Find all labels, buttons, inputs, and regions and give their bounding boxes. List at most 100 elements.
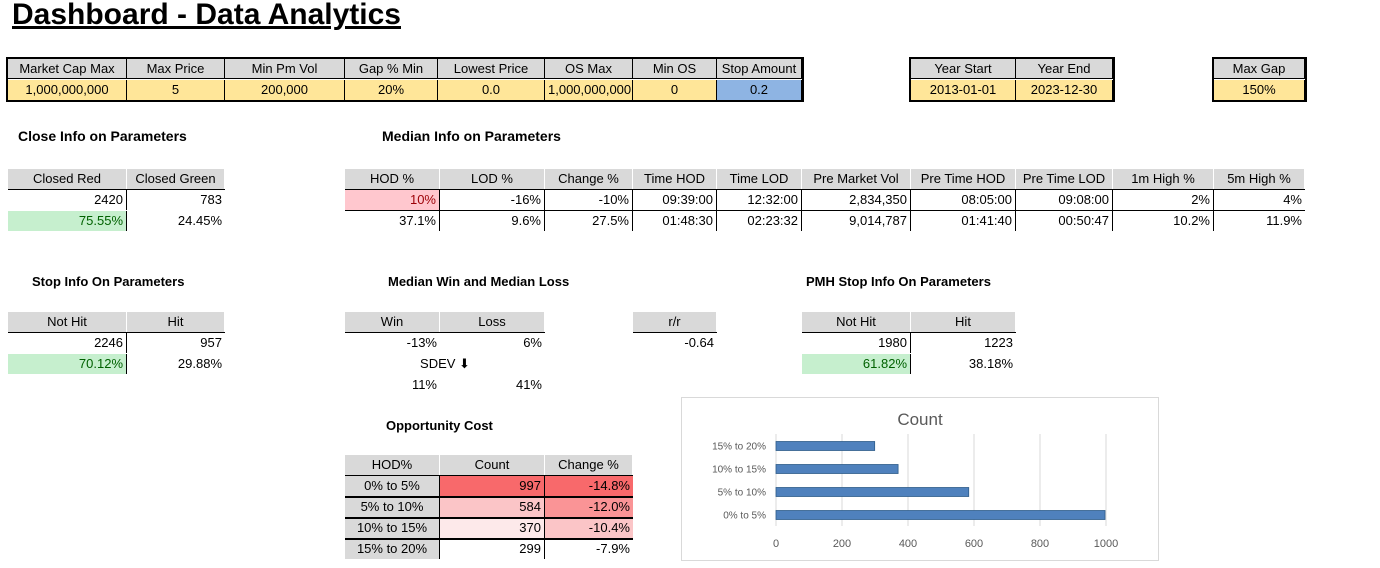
median-info-cell[interactable]: 10.2% — [1113, 211, 1214, 231]
median-info-cell[interactable]: 37.1% — [345, 211, 440, 231]
close-info-cell[interactable]: 783 — [200, 192, 222, 207]
opportunity-cell[interactable]: 0% to 5% — [345, 476, 440, 496]
close-info-cell[interactable]: 75.55% — [8, 211, 127, 231]
opportunity-header[interactable]: Change % — [545, 455, 633, 475]
pmh-stop-header[interactable]: Not Hit — [802, 312, 911, 332]
pmh-stop-cell[interactable]: 38.18% — [968, 356, 1013, 371]
stop-info-header[interactable]: Not Hit — [8, 312, 127, 332]
close-info-cell[interactable]: 24.45% — [177, 213, 222, 228]
param-value[interactable]: 0 — [633, 80, 717, 100]
param-value[interactable]: 1,000,000,000 — [8, 80, 127, 100]
median-info-cell[interactable]: 02:23:32 — [717, 211, 802, 231]
max-gap-header[interactable]: Max Gap — [1214, 59, 1305, 79]
median-info-cell[interactable]: 00:50:47 — [1016, 211, 1113, 231]
opportunity-cell[interactable]: 584 — [440, 497, 545, 517]
median-info-header[interactable]: Time LOD — [717, 169, 802, 189]
median-info-cell[interactable]: 2% — [1113, 190, 1214, 210]
median-info-cell[interactable]: 4% — [1283, 192, 1302, 207]
opportunity-header[interactable]: HOD% — [345, 455, 440, 475]
opportunity-cell[interactable]: -12.0% — [545, 497, 633, 517]
close-info-cell[interactable]: 2420 — [8, 190, 127, 210]
median-info-header[interactable]: 5m High % — [1214, 169, 1305, 189]
chart-title: Count — [897, 410, 943, 429]
win-loss-header[interactable]: Win — [345, 312, 440, 332]
median-info-cell[interactable]: 27.5% — [545, 211, 633, 231]
median-info-header[interactable]: Pre Time LOD — [1016, 169, 1113, 189]
param-header[interactable]: Min Pm Vol — [225, 59, 345, 79]
median-info-header[interactable]: Pre Market Vol — [802, 169, 911, 189]
stop-info-cell[interactable]: 957 — [200, 335, 222, 350]
param-value[interactable]: 20% — [345, 80, 438, 100]
win-loss-cell[interactable]: 6% — [523, 335, 542, 350]
median-info-cell[interactable]: 09:39:00 — [633, 190, 717, 210]
median-info-header[interactable]: 1m High % — [1113, 169, 1214, 189]
close-info-header[interactable]: Closed Green — [127, 169, 225, 189]
median-info-cell[interactable]: 11.9% — [1266, 213, 1302, 228]
opportunity-cell[interactable]: 299 — [440, 539, 545, 559]
opportunity-cell[interactable]: 10% to 15% — [345, 518, 440, 538]
opportunity-header[interactable]: Count — [440, 455, 545, 475]
y-tick-label: 15% to 20% — [712, 442, 766, 453]
param-value[interactable]: 0.2 — [717, 80, 802, 100]
median-info-cell[interactable]: 08:05:00 — [911, 190, 1016, 210]
param-header[interactable]: Gap % Min — [345, 59, 438, 79]
pmh-stop-cell[interactable]: 1980 — [802, 333, 911, 353]
stop-info-cell[interactable]: 70.12% — [8, 354, 127, 374]
median-info-cell[interactable]: 9.6% — [440, 211, 545, 231]
rr-header[interactable]: r/r — [633, 312, 717, 332]
param-value[interactable]: 5 — [127, 80, 225, 100]
opportunity-cell[interactable]: 370 — [440, 518, 545, 538]
param-value[interactable]: 0.0 — [438, 80, 545, 100]
stop-info-cell[interactable]: 2246 — [8, 333, 127, 353]
y-tick-label: 5% to 10% — [718, 488, 766, 499]
win-loss-header[interactable]: Loss — [440, 312, 545, 332]
pmh-stop-header[interactable]: Hit — [911, 312, 1016, 332]
param-header[interactable]: Market Cap Max — [8, 59, 127, 79]
median-info-cell[interactable]: 10% — [345, 190, 440, 210]
param-header[interactable]: Min OS — [633, 59, 717, 79]
year-header[interactable]: Year Start — [911, 59, 1016, 79]
pmh-stop-cell[interactable]: 61.82% — [802, 354, 911, 374]
median-info-cell[interactable]: 01:48:30 — [633, 211, 717, 231]
median-info-header[interactable]: LOD % — [440, 169, 545, 189]
median-info-header[interactable]: Time HOD — [633, 169, 717, 189]
median-info-cell[interactable]: -16% — [440, 190, 545, 210]
param-header[interactable]: Max Price — [127, 59, 225, 79]
param-value[interactable]: 200,000 — [225, 80, 345, 100]
median-info-header[interactable]: Change % — [545, 169, 633, 189]
param-header[interactable]: Stop Amount — [717, 59, 802, 79]
stop-info-header[interactable]: Hit — [127, 312, 225, 332]
win-loss-cell[interactable]: 41% — [515, 377, 542, 392]
win-loss-cell[interactable]: 11% — [411, 377, 437, 392]
median-info-cell[interactable]: -10% — [545, 190, 633, 210]
pmh-stop-cell[interactable]: 1223 — [984, 335, 1013, 350]
opportunity-cell[interactable]: 997 — [440, 476, 545, 496]
bar — [775, 441, 876, 451]
year-value[interactable]: 2023-12-30 — [1016, 80, 1113, 100]
max-gap-value[interactable]: 150% — [1214, 80, 1305, 100]
param-header[interactable]: Lowest Price — [438, 59, 545, 79]
count-chart: Count 0 200 400 600 800 1000 0% to 5% 5% to 10% 1… — [681, 397, 1159, 561]
median-info-header[interactable]: Pre Time HOD — [911, 169, 1016, 189]
stop-info-cell[interactable]: 29.88% — [177, 356, 222, 371]
rr-cell[interactable]: -0.64 — [684, 335, 714, 350]
opportunity-cell[interactable]: 5% to 10% — [345, 497, 440, 517]
win-loss-cell[interactable]: -13% — [406, 335, 437, 350]
param-header[interactable]: OS Max — [545, 59, 633, 79]
y-tick-label: 10% to 15% — [712, 465, 766, 476]
opportunity-cell[interactable]: -10.4% — [545, 518, 633, 538]
median-info-cell[interactable]: 09:08:00 — [1016, 190, 1113, 210]
opportunity-cell[interactable]: -7.9% — [545, 539, 633, 559]
year-value[interactable]: 2013-01-01 — [911, 80, 1016, 100]
opportunity-cell[interactable]: 15% to 20% — [345, 539, 440, 559]
opportunity-cell[interactable]: -14.8% — [545, 476, 633, 496]
median-info-cell[interactable]: 2,834,350 — [802, 190, 911, 210]
year-header[interactable]: Year End — [1016, 59, 1113, 79]
median-info-header[interactable]: HOD % — [345, 169, 440, 189]
param-value[interactable]: 1,000,000,000 — [545, 80, 633, 100]
close-info-header[interactable]: Closed Red — [8, 169, 127, 189]
median-info-cell[interactable]: 12:32:00 — [717, 190, 802, 210]
table-border — [1212, 57, 1307, 102]
median-info-cell[interactable]: 01:41:40 — [911, 211, 1016, 231]
median-info-cell[interactable]: 9,014,787 — [802, 211, 911, 231]
